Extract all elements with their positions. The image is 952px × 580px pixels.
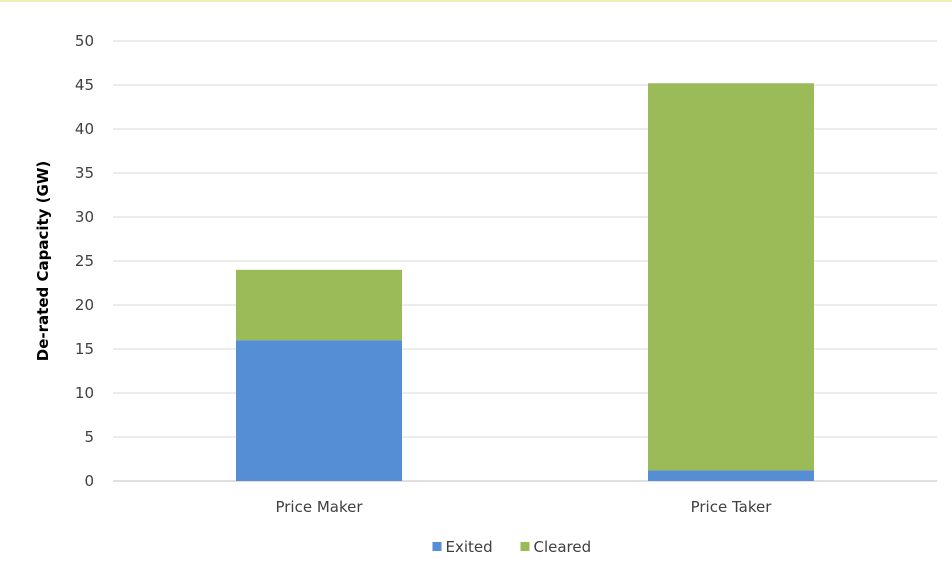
y-tick-label: 25: [75, 252, 94, 270]
y-tick-label: 0: [84, 472, 94, 490]
y-tick-label: 40: [75, 120, 94, 138]
legend: Exited Cleared: [432, 538, 592, 556]
bars: [236, 83, 814, 481]
x-axis-labels: Price Maker Price Taker: [275, 498, 772, 516]
y-tick-label: 5: [84, 428, 94, 446]
y-axis-ticks: 0 5 10 15 20 25 30 35 40 45 50: [75, 32, 94, 490]
bar-exited-price-taker: [648, 470, 814, 481]
x-category-label: Price Taker: [691, 498, 773, 516]
y-tick-label: 30: [75, 208, 94, 226]
bar-cleared-price-taker: [648, 83, 814, 471]
y-tick-label: 45: [75, 76, 94, 94]
legend-swatch-exited: [432, 542, 442, 551]
y-tick-label: 15: [75, 340, 94, 358]
bar-cleared-price-maker: [236, 269, 402, 341]
y-tick-label: 10: [75, 384, 94, 402]
y-tick-label: 50: [75, 32, 94, 50]
y-tick-label: 20: [75, 296, 94, 314]
legend-label-exited: Exited: [446, 538, 493, 556]
y-axis-title: De-rated Capacity (GW): [34, 161, 52, 361]
bar-exited-price-maker: [236, 340, 402, 481]
legend-swatch-cleared: [520, 542, 530, 551]
legend-label-cleared: Cleared: [534, 538, 592, 556]
y-tick-label: 35: [75, 164, 94, 182]
x-category-label: Price Maker: [275, 498, 363, 516]
